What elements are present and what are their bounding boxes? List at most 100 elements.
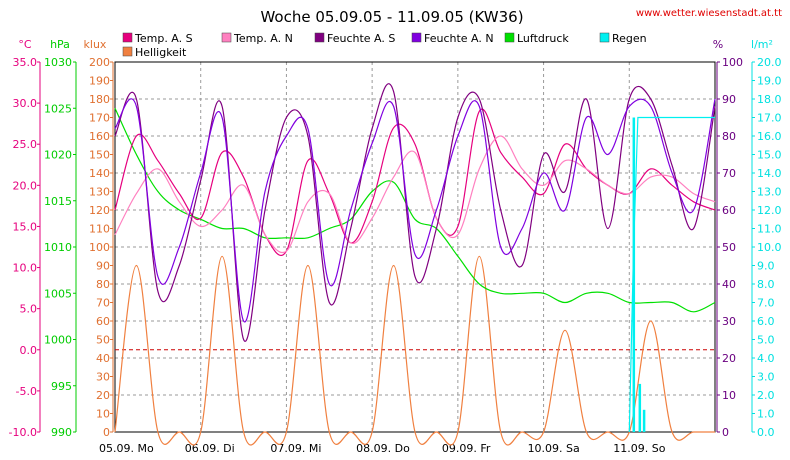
press-tick-label: 1015 — [44, 195, 72, 208]
rain-axis-unit: l/m² — [751, 38, 773, 51]
temp-tick-label: 10.0 — [13, 262, 38, 275]
legend-swatch — [314, 32, 325, 43]
legend-label: Feuchte A. N — [424, 32, 494, 45]
hum-tick-label: 20 — [722, 352, 736, 365]
rain-tick-label: 1.0 — [757, 408, 775, 421]
legend-label: Temp. A. S — [134, 32, 193, 45]
klux-tick-label: 50 — [96, 334, 110, 347]
rain-tick-label: 8.0 — [757, 278, 775, 291]
temp-axis-unit: °C — [18, 38, 32, 51]
klux-tick-label: 180 — [89, 93, 110, 106]
rain-tick-label: 13.0 — [757, 186, 782, 199]
hum-tick-label: 40 — [722, 278, 736, 291]
series-line-temp-a-n — [114, 135, 716, 254]
temp-tick-label: 25.0 — [13, 138, 38, 151]
rain-tick-label: 18.0 — [757, 93, 782, 106]
rain-tick-label: 20.0 — [757, 56, 782, 69]
rain-tick-label: 16.0 — [757, 130, 782, 143]
hum-tick-label: 60 — [722, 204, 736, 217]
x-tick-label: 07.09. Mi — [270, 442, 321, 455]
rain-tick-label: 6.0 — [757, 315, 775, 328]
klux-tick-label: 140 — [89, 167, 110, 180]
legend-label: Helligkeit — [135, 46, 187, 59]
rain-tick-label: 5.0 — [757, 334, 775, 347]
rain-tick-label: 11.0 — [757, 223, 782, 236]
x-tick-label: 08.09. Do — [356, 442, 410, 455]
rain-tick-label: 9.0 — [757, 260, 775, 273]
rain-tick-label: 10.0 — [757, 241, 782, 254]
klux-tick-label: 20 — [96, 389, 110, 402]
temp-tick-label: -10.0 — [9, 426, 37, 439]
klux-tick-label: 170 — [89, 112, 110, 125]
legend-swatch — [221, 32, 232, 43]
press-tick-label: 1010 — [44, 241, 72, 254]
klux-tick-label: 190 — [89, 75, 110, 88]
legend-label: Luftdruck — [517, 32, 569, 45]
x-tick-label: 11.09. So — [613, 442, 665, 455]
klux-tick-label: 120 — [89, 204, 110, 217]
press-tick-label: 1025 — [44, 102, 72, 115]
press-tick-label: 1000 — [44, 334, 72, 347]
rain-tick-label: 12.0 — [757, 204, 782, 217]
legend: Temp. A. S Temp. A. N Feuchte A. S Feuchte … — [122, 32, 647, 59]
press-tick-label: 1005 — [44, 287, 72, 300]
klux-tick-label: 70 — [96, 297, 110, 310]
klux-tick-label: 60 — [96, 315, 110, 328]
source-link[interactable]: www.wetter.wiesenstadt.at.tt — [636, 8, 782, 19]
press-axis-unit: hPa — [50, 38, 70, 51]
legend-swatch — [122, 32, 133, 43]
hum-tick-label: 100 — [722, 56, 743, 69]
klux-tick-label: 130 — [89, 186, 110, 199]
hum-tick-label: 80 — [722, 130, 736, 143]
legend-swatch — [122, 46, 133, 57]
series-line-helligkeit — [114, 255, 715, 446]
rain-tick-label: 4.0 — [757, 352, 775, 365]
press-tick-label: 1020 — [44, 149, 72, 162]
plot-area — [114, 83, 716, 446]
klux-tick-label: 100 — [89, 241, 110, 254]
chart-title: Woche 05.09.05 - 11.09.05 (KW36) — [260, 8, 523, 26]
temp-tick-label: 0.0 — [20, 344, 38, 357]
rain-tick-label: 3.0 — [757, 371, 775, 384]
axes: °C 35.0 30.0 25.0 20.0 15.0 10.0 5.0 0.0 -5.0 -10.… — [9, 38, 782, 455]
klux-axis-unit: klux — [84, 38, 107, 51]
klux-tick-label: 200 — [89, 56, 110, 69]
legend-label: Regen — [612, 32, 647, 45]
rain-bar — [632, 117, 636, 432]
x-tick-label: 06.09. Di — [185, 442, 235, 455]
legend-swatch — [411, 32, 422, 43]
x-tick-label: 09.09. Fr — [442, 442, 491, 455]
hum-tick-label: 90 — [722, 93, 736, 106]
rain-tick-label: 15.0 — [757, 149, 782, 162]
rain-tick-label: 14.0 — [757, 167, 782, 180]
klux-tick-label: 40 — [96, 352, 110, 365]
rain-tick-label: 19.0 — [757, 75, 782, 88]
rain-tick-label: 2.0 — [757, 389, 775, 402]
press-tick-label: 990 — [51, 426, 72, 439]
rain-tick-label: 17.0 — [757, 112, 782, 125]
x-tick-label: 05.09. Mo — [99, 442, 154, 455]
legend-swatch — [504, 32, 515, 43]
press-tick-label: 1030 — [44, 56, 72, 69]
klux-tick-label: 0 — [103, 426, 110, 439]
rain-tick-label: 7.0 — [757, 297, 775, 310]
hum-tick-label: 0 — [722, 426, 729, 439]
legend-label: Temp. A. N — [233, 32, 293, 45]
hum-tick-label: 30 — [722, 315, 736, 328]
legend-swatch — [599, 32, 610, 43]
klux-tick-label: 30 — [96, 371, 110, 384]
rain-bar — [642, 409, 646, 432]
temp-tick-label: 15.0 — [13, 220, 38, 233]
klux-tick-label: 10 — [96, 408, 110, 421]
hum-tick-label: 10 — [722, 389, 736, 402]
hum-tick-label: 50 — [722, 241, 736, 254]
rain-tick-label: 0.0 — [757, 426, 775, 439]
temp-tick-label: 20.0 — [13, 179, 38, 192]
klux-tick-label: 90 — [96, 260, 110, 273]
x-tick-label: 10.09. Sa — [528, 442, 580, 455]
series-line-feuchte-a-n — [114, 98, 716, 323]
legend-label: Feuchte A. S — [327, 32, 395, 45]
temp-tick-label: 30.0 — [13, 97, 38, 110]
series-line-luftdruck — [114, 108, 716, 313]
